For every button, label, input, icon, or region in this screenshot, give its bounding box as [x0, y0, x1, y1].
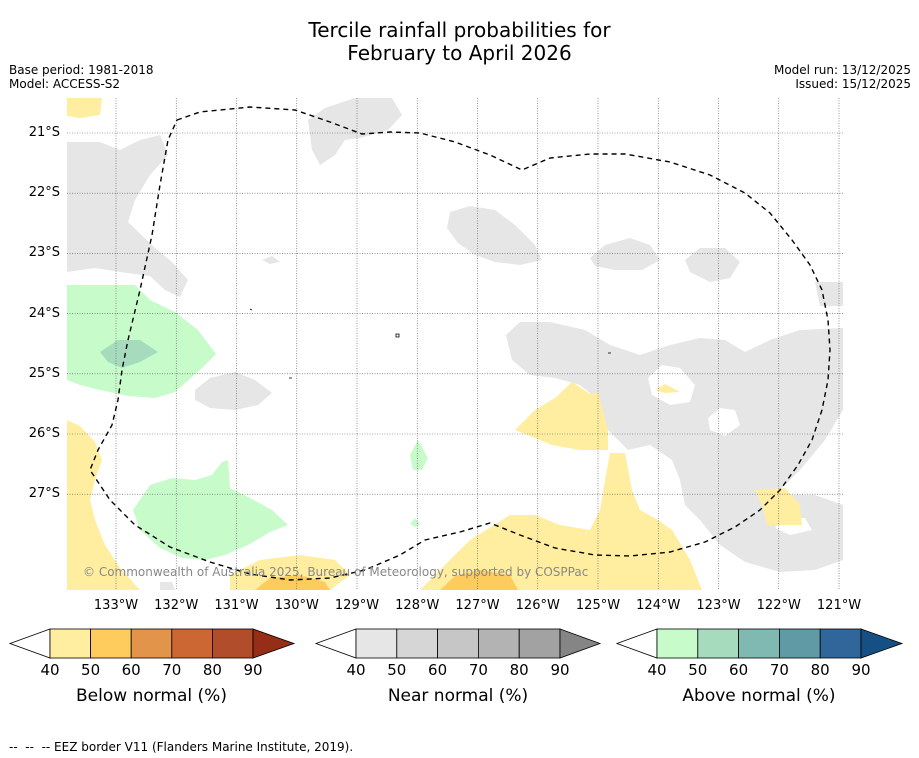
x-tick-label: 124°W [636, 598, 681, 613]
above-normal-region [100, 340, 158, 368]
model-run: Model run: 13/12/2025 [773, 63, 911, 77]
map-holes [648, 365, 812, 535]
below-normal-40-regions [67, 98, 802, 590]
above-normal-50-regions [100, 340, 158, 368]
title-line-1: Tercile rainfall probabilities for [308, 18, 611, 42]
near-normal-region [815, 282, 843, 306]
x-tick-label: 123°W [696, 598, 741, 613]
copyright-notice: © Commonwealth of Australia 2025, Bureau… [83, 565, 589, 579]
eez-border [89, 106, 831, 581]
colorbar-tick-label: 80 [509, 661, 529, 679]
colorbar-tick-label: 50 [387, 661, 407, 679]
below-normal-region [420, 453, 702, 590]
colorbar-tick-label: 50 [688, 661, 708, 679]
near-normal-region [195, 372, 272, 410]
contour-speck [395, 333, 400, 338]
colorbar-tick-label: 50 [81, 661, 101, 679]
gridlines [67, 98, 843, 590]
below-normal-50-regions [255, 570, 518, 590]
above-normal-region [133, 460, 288, 560]
meta-right: Model run: 13/12/2025 Issued: 15/12/2025 [774, 63, 911, 91]
x-tick-label: 125°W [575, 598, 621, 613]
below-normal-region [440, 570, 518, 590]
colorbar-tick-label: 60 [121, 661, 141, 679]
x-tick-label: 129°W [334, 598, 380, 613]
above-normal-region [410, 440, 428, 470]
x-tick-label: 128°W [395, 598, 440, 613]
colorbar-tick-label: 90 [550, 661, 570, 679]
colorbar-tick-label: 60 [428, 661, 448, 679]
below-normal-region [67, 98, 102, 118]
colorbar-title: Near normal (%) [387, 686, 529, 706]
y-tick-label: 24°S [28, 305, 60, 321]
x-tick-label: 131°W [214, 598, 259, 613]
below-normal-region [67, 420, 140, 590]
near-normal-region [590, 238, 660, 270]
above-normal-region [410, 518, 420, 527]
colorbar-tick-label: 40 [647, 661, 667, 679]
colorbar-tick-label: 80 [810, 661, 830, 679]
below-normal-region [755, 488, 802, 525]
x-tick-label: 126°W [515, 598, 560, 613]
y-tick-label: 26°S [28, 426, 60, 441]
base-period: Base period: 1981-2018 [9, 63, 154, 77]
colorbar-tick-label: 90 [243, 661, 263, 679]
contour-speck [249, 308, 253, 311]
colorbar-tick-label: 40 [346, 661, 366, 679]
eez-footnote: -- -- -- EEZ border V11 (Flanders Marine… [9, 740, 354, 754]
colorbar-tick-label: 70 [162, 661, 182, 679]
near-normal-region [160, 582, 175, 590]
y-tick-label: 22°S [28, 185, 60, 201]
colorbar-tick-label: 80 [202, 661, 222, 679]
y-tick-label: 21°S [28, 125, 60, 140]
map-title: Tercile rainfall probabilities for Febru… [0, 19, 919, 65]
colorbar-title: Above normal (%) [682, 686, 836, 706]
x-tick-label: 127°W [455, 598, 500, 613]
near-normal-region [67, 135, 188, 297]
colorbar-tick-label: 60 [729, 661, 749, 679]
x-tick-label: 133°W [93, 598, 139, 613]
meta-left: Base period: 1981-2018 Model: ACCESS-S2 [9, 63, 154, 91]
x-tick-label: 132°W [154, 598, 199, 613]
below-normal-region [515, 382, 608, 450]
below-normal-region [655, 384, 680, 393]
near-normal-region [262, 256, 280, 264]
map-area [67, 98, 843, 590]
colorbar-tick-label: 70 [769, 661, 789, 679]
x-tick-label: 122°W [756, 598, 801, 613]
contour-specks [249, 308, 611, 379]
map-hole [708, 408, 740, 436]
near-normal-region [447, 206, 542, 265]
y-tick-label: 25°S [28, 365, 60, 381]
y-tick-label: 27°S [28, 486, 60, 502]
issued-date: Issued: 15/12/2025 [795, 77, 911, 91]
colorbar-tick-label: 40 [40, 661, 60, 679]
near-normal-region [506, 322, 843, 572]
y-tick-label: 23°S [28, 245, 60, 261]
colorbar-title: Below normal (%) [76, 686, 227, 706]
title-line-2: February to April 2026 [347, 41, 572, 65]
map-hole [648, 365, 695, 405]
near-normal-region [685, 248, 740, 282]
x-tick-label: 130°W [274, 598, 319, 613]
near-normal-regions [67, 98, 843, 590]
colorbar-tick-label: 70 [468, 661, 488, 679]
model-name: Model: ACCESS-S2 [9, 77, 121, 91]
x-tick-label: 121°W [816, 598, 862, 613]
colorbar-tick-label: 90 [851, 661, 871, 679]
